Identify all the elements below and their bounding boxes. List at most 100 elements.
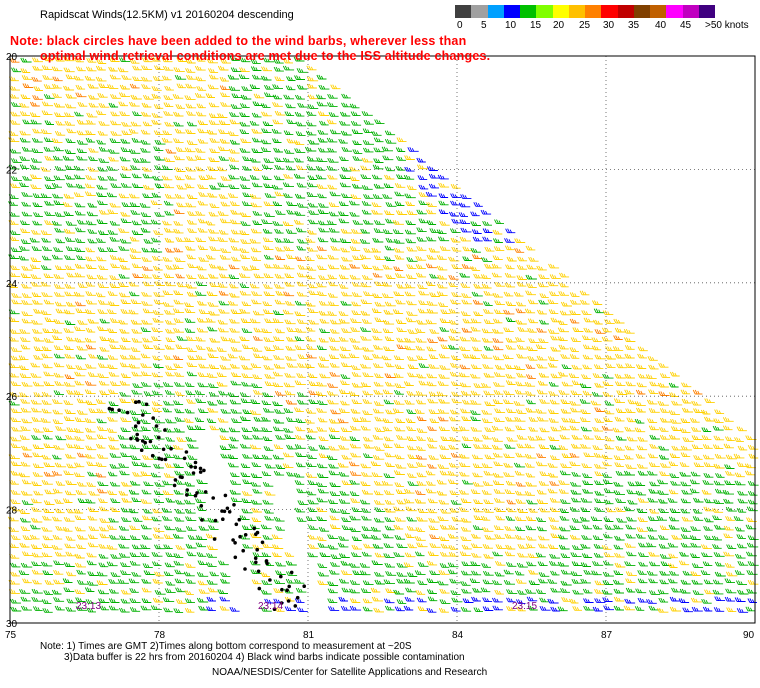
wind-barb (437, 381, 449, 386)
wind-barb (536, 416, 549, 422)
wind-barb (176, 184, 187, 190)
wind-barb (569, 400, 581, 406)
wind-barb (384, 130, 396, 136)
wind-barb (295, 452, 307, 457)
wind-barb (217, 327, 229, 333)
wind-barb (272, 426, 284, 432)
wind-barb (98, 209, 110, 215)
wind-barb (305, 301, 316, 307)
wind-barb (132, 76, 143, 82)
wind-barb (164, 562, 175, 568)
wind-barb (360, 299, 372, 305)
wind-barb (272, 371, 283, 377)
wind-barb (536, 453, 546, 458)
wind-barb (330, 245, 341, 251)
wind-barb (382, 264, 393, 270)
wind-barb (18, 255, 29, 261)
wind-barb (85, 66, 97, 72)
wind-barb (604, 319, 615, 324)
wind-barb (186, 254, 196, 260)
wind-barb (251, 112, 262, 118)
wind-barb (207, 517, 219, 523)
wind-barb (328, 211, 339, 217)
wind-barb (604, 400, 615, 406)
wind-barb (19, 435, 30, 440)
wind-barb (152, 310, 164, 315)
wind-barb (316, 507, 328, 513)
wind-barb (404, 166, 415, 172)
wind-barb (230, 380, 242, 386)
colorbar-label: 5 (481, 20, 487, 31)
wind-barb (205, 93, 215, 98)
wind-barb (373, 499, 385, 505)
wind-barb (275, 434, 286, 440)
wind-barb (712, 544, 722, 549)
wind-barb (352, 255, 364, 261)
wind-barb (383, 579, 395, 585)
wind-barb (560, 499, 571, 504)
wind-barb (568, 418, 580, 423)
wind-barb (473, 607, 483, 613)
wind-barb (96, 354, 109, 360)
wind-barb (515, 599, 526, 604)
wind-barb (338, 498, 350, 504)
wind-barb (52, 193, 63, 199)
wind-barb (623, 337, 636, 342)
wind-barb (62, 155, 74, 161)
wind-barb (65, 364, 76, 370)
wind-barb (458, 489, 469, 495)
wind-barb (374, 119, 385, 125)
wind-barb (194, 390, 205, 395)
wind-barb (40, 230, 52, 235)
wind-barb (418, 290, 430, 296)
wind-barb (76, 130, 88, 136)
wind-barb (217, 319, 228, 325)
wind-barb (129, 83, 140, 89)
wind-barb (40, 193, 52, 199)
wind-barb (590, 516, 602, 522)
wind-barb (53, 579, 65, 585)
wind-barb (66, 508, 76, 514)
wind-barb (297, 102, 309, 108)
wind-barb (339, 435, 351, 441)
wind-barb (349, 515, 361, 521)
wind-barb (141, 598, 152, 603)
wind-barb (385, 237, 397, 243)
wind-barb (571, 364, 582, 370)
wind-barb (173, 400, 184, 406)
wind-barb (571, 497, 582, 503)
wind-barb (417, 175, 428, 180)
wind-barb (361, 209, 372, 215)
wind-barb (120, 452, 132, 458)
wind-barb (603, 488, 616, 494)
wind-barb (250, 256, 261, 261)
wind-barb (41, 101, 53, 107)
wind-barb (306, 111, 317, 116)
wind-barb (536, 517, 546, 522)
wind-barb (273, 418, 285, 424)
wind-barb (594, 463, 606, 469)
colorbar-swatch (487, 5, 504, 18)
wind-barb (514, 516, 527, 522)
wind-barb (626, 436, 638, 442)
wind-barb (396, 543, 408, 549)
wind-barb (153, 382, 164, 388)
wind-barb (131, 328, 142, 334)
wind-barb (462, 353, 474, 359)
wind-barb (503, 399, 514, 405)
wind-barb (678, 560, 690, 566)
wind-barb (53, 175, 65, 181)
wind-barb (43, 94, 55, 99)
wind-barb (18, 245, 30, 251)
wind-barb (250, 473, 262, 478)
wind-barb (164, 247, 175, 253)
wind-barb (54, 56, 65, 62)
wind-barb (241, 498, 252, 503)
wind-barb (458, 202, 471, 208)
wind-barb (440, 436, 451, 441)
wind-barb (85, 445, 97, 451)
wind-barb (88, 147, 99, 153)
contamination-marker (154, 424, 159, 428)
wind-barb (547, 329, 560, 334)
wind-barb (99, 318, 110, 324)
